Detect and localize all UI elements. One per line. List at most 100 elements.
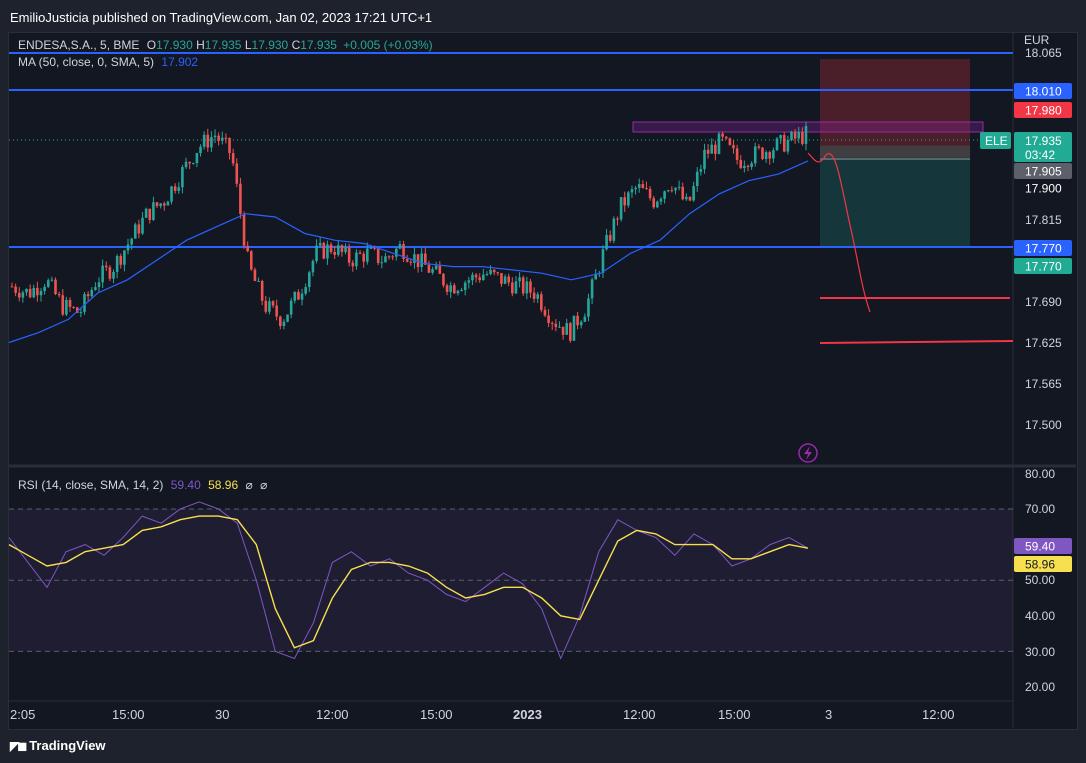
candle-body <box>790 131 793 141</box>
candle-body <box>199 146 202 154</box>
candle-body <box>155 202 159 207</box>
publish-header: EmilioJusticia published on TradingView.… <box>0 0 1086 32</box>
candle-body <box>496 272 500 274</box>
candle-body <box>550 322 554 324</box>
candle-body <box>307 272 311 288</box>
candle-body <box>329 244 333 252</box>
candle-body <box>43 286 46 292</box>
rsi-axis-tick: 50.00 <box>1025 573 1055 587</box>
candle-body <box>289 300 293 315</box>
candle-body <box>793 131 797 139</box>
ma-label[interactable]: MA (50, close, 0, SMA, 5) <box>18 55 155 69</box>
candle-body <box>735 148 739 160</box>
candle-body <box>757 146 761 148</box>
tradingview-mark-icon: ◤◼ <box>10 739 27 753</box>
candle-body <box>634 187 637 190</box>
rsi-band-fill <box>9 509 1013 652</box>
candle-body <box>210 137 213 148</box>
ma-line <box>8 160 809 344</box>
candle-body <box>659 198 663 202</box>
rsi-axis-tick: 40.00 <box>1025 609 1055 623</box>
candle-body <box>420 253 423 268</box>
candle-body <box>188 161 191 164</box>
candle-body <box>36 287 39 296</box>
candle-body <box>25 288 28 293</box>
candle-body <box>753 146 757 164</box>
candle-body <box>141 217 144 234</box>
price-badge-bg <box>1014 180 1072 196</box>
open-label: O <box>146 38 157 52</box>
candle-body <box>717 133 721 154</box>
candle-body <box>569 323 572 341</box>
candle-body <box>681 186 685 200</box>
time-axis-tick: 15:00 <box>112 707 145 722</box>
candle-body <box>590 279 594 299</box>
time-axis-tick: 3 <box>825 707 832 722</box>
rsi-badge-bg <box>1014 538 1072 554</box>
candle-body <box>674 187 677 191</box>
high-value: 17.935 <box>204 38 242 52</box>
candle-body <box>119 255 123 265</box>
candle-body <box>761 147 764 159</box>
candle-body <box>576 315 579 326</box>
rsi-sma-line <box>8 515 809 649</box>
candle-body <box>166 201 170 206</box>
tradingview-logo[interactable]: ◤◼ TradingView <box>10 738 106 753</box>
candle-body <box>86 294 90 297</box>
candle-body <box>511 282 514 294</box>
chart-frame[interactable] <box>8 32 1078 730</box>
target-zone <box>820 145 970 247</box>
price-badge-bg <box>1014 83 1072 99</box>
candle-body <box>619 197 623 220</box>
candle-body <box>532 292 536 299</box>
candle-body <box>485 273 489 275</box>
price-badge-text: 17.770 <box>1025 260 1062 274</box>
price-axis-tick: 17.815 <box>1025 213 1062 227</box>
candle-body <box>282 321 286 327</box>
rsi-label[interactable]: RSI (14, close, SMA, 14, 2) <box>18 478 164 492</box>
time-axis-tick: 15:00 <box>718 707 751 722</box>
candle-body <box>318 242 322 246</box>
candle-body <box>565 323 569 335</box>
candle-body <box>601 249 605 273</box>
candle-body <box>782 135 786 152</box>
candle-body <box>688 196 692 201</box>
rsi-line <box>8 501 809 660</box>
candle-body <box>75 307 79 313</box>
low-label: L <box>244 38 252 52</box>
candle-body <box>235 163 239 184</box>
symbol-tag-bg <box>980 132 1011 149</box>
candle-body <box>297 291 300 300</box>
candle-body <box>253 269 257 282</box>
candle-body <box>605 235 608 250</box>
candle-body <box>623 197 627 206</box>
candle-body <box>293 291 297 301</box>
candle-body <box>144 208 148 218</box>
candle-body <box>724 136 728 139</box>
candle-body <box>474 274 478 278</box>
candle-body <box>775 138 779 151</box>
candle-body <box>402 244 405 260</box>
candle-body <box>14 286 17 293</box>
candle-body <box>104 265 108 268</box>
close-label: C <box>291 38 301 52</box>
candle-body <box>123 250 126 265</box>
candle-body <box>413 254 416 263</box>
candle-body <box>387 256 391 258</box>
symbol-label[interactable]: ENDESA,S.A., 5, BME <box>18 38 140 52</box>
candle-body <box>115 255 119 272</box>
time-axis-tick: 12:00 <box>922 707 955 722</box>
candle-body <box>804 126 808 144</box>
candle-body <box>264 300 268 312</box>
lightning-icon[interactable] <box>798 443 818 463</box>
candle-body <box>424 253 427 265</box>
candle-body <box>453 285 456 294</box>
time-axis-tick: 2023 <box>513 707 542 722</box>
candle-body <box>32 287 36 298</box>
candle-body <box>228 137 231 154</box>
ohlc-legend: ENDESA,S.A., 5, BME O17.930 H17.935 L17.… <box>18 38 433 52</box>
price-axis-tick: 17.625 <box>1025 336 1062 350</box>
price-badge-text: 17.900 <box>1025 182 1062 196</box>
symbol-tag: ELE <box>985 134 1008 148</box>
